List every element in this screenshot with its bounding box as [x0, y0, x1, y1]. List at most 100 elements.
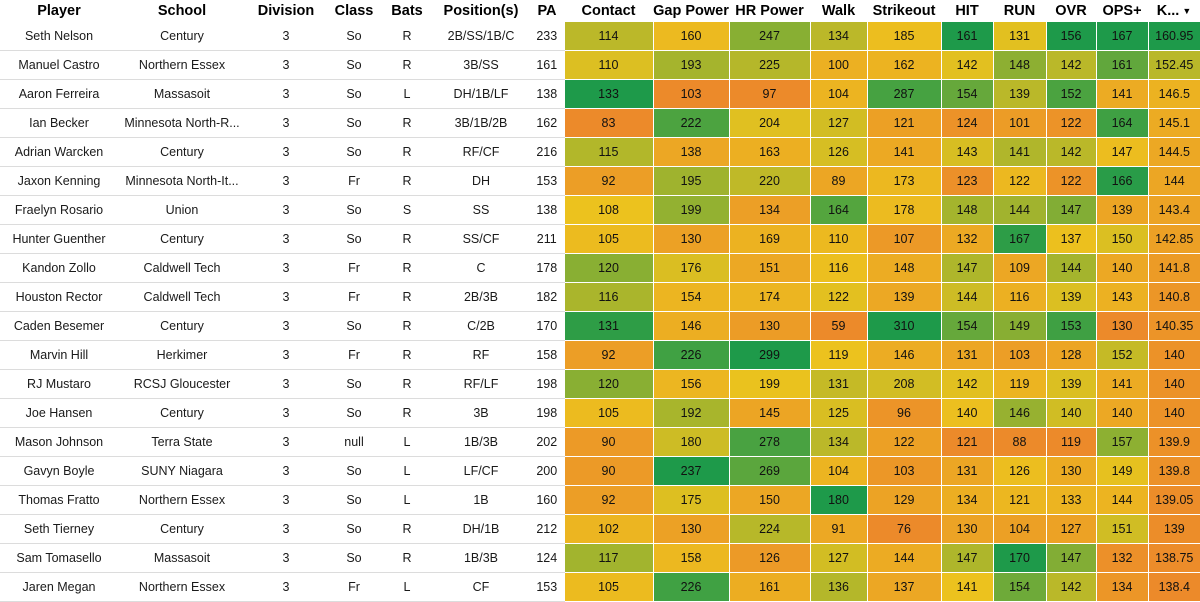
cell-hit: 134 — [940, 485, 993, 515]
cell-hr-power: 130 — [728, 311, 810, 341]
cell-ops-plus: 130 — [1095, 311, 1148, 341]
cell-division: 3 — [246, 79, 326, 109]
cell-hr-power: 150 — [728, 485, 810, 515]
cell-run: 104 — [992, 514, 1046, 544]
col-header-k-sorted[interactable]: K... ▼ — [1148, 0, 1200, 22]
col-header-player[interactable]: Player — [0, 0, 118, 22]
cell-player: Marvin Hill — [0, 340, 118, 370]
col-header-run[interactable]: RUN — [993, 0, 1046, 22]
cell-player: Kandon Zollo — [0, 253, 118, 283]
table-row[interactable]: Joe Hansen Century 3 So R 3B 198 105 192 145 125 96… — [0, 398, 1200, 428]
cell-pa: 162 — [530, 108, 564, 138]
col-header-division[interactable]: Division — [246, 0, 326, 22]
table-row[interactable]: Seth Tierney Century 3 So R DH/1B 212 102 130 224… — [0, 514, 1200, 544]
cell-gap-power: 222 — [652, 108, 729, 138]
cell-k-col: 144.5 — [1147, 137, 1200, 167]
cell-strikeout: 173 — [866, 166, 941, 196]
cell-hit: 142 — [940, 50, 993, 80]
cell-hit: 161 — [940, 22, 993, 51]
col-header-ops-plus[interactable]: OPS+ — [1096, 0, 1148, 22]
col-header-strikeout[interactable]: Strikeout — [867, 0, 941, 22]
table-row[interactable]: Adrian Warcken Century 3 So R RF/CF 216 115 138 1… — [0, 137, 1200, 167]
table-row[interactable]: RJ Mustaro RCSJ Gloucester 3 So R RF/LF 198 120… — [0, 369, 1200, 399]
cell-hr-power: 174 — [728, 282, 810, 312]
cell-run: 148 — [992, 50, 1046, 80]
col-header-hr-power[interactable]: HR Power — [729, 0, 810, 22]
col-header-positions[interactable]: Position(s) — [432, 0, 530, 22]
cell-division: 3 — [246, 572, 326, 602]
table-row[interactable]: Houston Rector Caldwell Tech 3 Fr R 2B/3B 182 1… — [0, 282, 1200, 312]
cell-run: 88 — [992, 427, 1046, 457]
cell-pa: 170 — [530, 311, 564, 341]
cell-ovr: 142 — [1045, 572, 1096, 602]
cell-k-col: 152.45 — [1147, 50, 1200, 80]
cell-positions: 1B/3B — [432, 427, 530, 457]
cell-strikeout: 178 — [866, 195, 941, 225]
table-row[interactable]: Caden Besemer Century 3 So R C/2B 170 131 146 130… — [0, 311, 1200, 341]
cell-hr-power: 97 — [728, 79, 810, 109]
cell-hit: 143 — [940, 137, 993, 167]
table-row[interactable]: Ian Becker Minnesota North-R... 3 So R 3B/1B/… — [0, 108, 1200, 138]
cell-ops-plus: 147 — [1095, 137, 1148, 167]
col-header-hit[interactable]: HIT — [941, 0, 993, 22]
col-header-walk[interactable]: Walk — [810, 0, 867, 22]
table-row[interactable]: Manuel Castro Northern Essex 3 So R 3B/SS 161 1… — [0, 50, 1200, 80]
cell-contact: 133 — [563, 79, 653, 109]
cell-hit: 148 — [940, 195, 993, 225]
table-row[interactable]: Gavyn Boyle SUNY Niagara 3 So L LF/CF 200 90 237… — [0, 456, 1200, 486]
sort-descending-icon[interactable]: ▼ — [1182, 6, 1192, 17]
table-row[interactable]: Mason Johnson Terra State 3 null L 1B/3B 202 90… — [0, 427, 1200, 457]
cell-gap-power: 193 — [652, 50, 729, 80]
cell-division: 3 — [246, 137, 326, 167]
table-row[interactable]: Kandon Zollo Caldwell Tech 3 Fr R C 178 120 176 1… — [0, 253, 1200, 283]
cell-gap-power: 158 — [652, 543, 729, 573]
col-header-k-label: K... — [1156, 3, 1180, 19]
cell-walk: 131 — [809, 369, 867, 399]
cell-hit: 131 — [940, 340, 993, 370]
cell-pa: 138 — [530, 79, 564, 109]
cell-class: null — [326, 427, 382, 457]
cell-hit: 140 — [940, 398, 993, 428]
cell-hr-power: 169 — [728, 224, 810, 254]
cell-player: Houston Rector — [0, 282, 118, 312]
cell-school: Century — [118, 311, 246, 341]
cell-walk: 110 — [809, 224, 867, 254]
table-row[interactable]: Thomas Fratto Northern Essex 3 So L 1B 160 92 17… — [0, 485, 1200, 515]
table-row[interactable]: Seth Nelson Century 3 So R 2B/SS/1B/C 233 114 16… — [0, 22, 1200, 51]
cell-school: Herkimer — [118, 340, 246, 370]
cell-pa: 212 — [530, 514, 564, 544]
col-header-ovr[interactable]: OVR — [1046, 0, 1096, 22]
cell-k-col: 139.9 — [1147, 427, 1200, 457]
col-header-school[interactable]: School — [118, 0, 246, 22]
table-row[interactable]: Jaren Megan Northern Essex 3 Fr L CF 153 105 226… — [0, 572, 1200, 602]
cell-bats: R — [382, 166, 432, 196]
col-header-bats[interactable]: Bats — [382, 0, 432, 22]
col-header-contact[interactable]: Contact — [564, 0, 653, 22]
cell-class: Fr — [326, 253, 382, 283]
cell-ops-plus: 141 — [1095, 79, 1148, 109]
cell-school: Northern Essex — [118, 50, 246, 80]
cell-school: Minnesota North-It... — [118, 166, 246, 196]
table-row[interactable]: Jaxon Kenning Minnesota North-It... 3 Fr R DH… — [0, 166, 1200, 196]
cell-class: Fr — [326, 340, 382, 370]
cell-contact: 83 — [563, 108, 653, 138]
table-row[interactable]: Aaron Ferreira Massasoit 3 So L DH/1B/LF 138 13… — [0, 79, 1200, 109]
table-row[interactable]: Sam Tomasello Massasoit 3 So R 1B/3B 124 117 158… — [0, 543, 1200, 573]
cell-class: So — [326, 369, 382, 399]
col-header-pa[interactable]: PA — [530, 0, 564, 22]
cell-hr-power: 224 — [728, 514, 810, 544]
cell-walk: 100 — [809, 50, 867, 80]
cell-hit: 144 — [940, 282, 993, 312]
table-row[interactable]: Marvin Hill Herkimer 3 Fr R RF 158 92 226 299 119 1… — [0, 340, 1200, 370]
cell-walk: 136 — [809, 572, 867, 602]
cell-player: Ian Becker — [0, 108, 118, 138]
col-header-class[interactable]: Class — [326, 0, 382, 22]
table-row[interactable]: Hunter Guenther Century 3 So R SS/CF 211 105 130… — [0, 224, 1200, 254]
cell-pa: 198 — [530, 398, 564, 428]
table-row[interactable]: Fraelyn Rosario Union 3 So S SS 138 108 199 134 16… — [0, 195, 1200, 225]
cell-player: Joe Hansen — [0, 398, 118, 428]
col-header-gap-power[interactable]: Gap Power — [653, 0, 729, 22]
cell-run: 119 — [992, 369, 1046, 399]
cell-strikeout: 96 — [866, 398, 941, 428]
cell-bats: R — [382, 369, 432, 399]
